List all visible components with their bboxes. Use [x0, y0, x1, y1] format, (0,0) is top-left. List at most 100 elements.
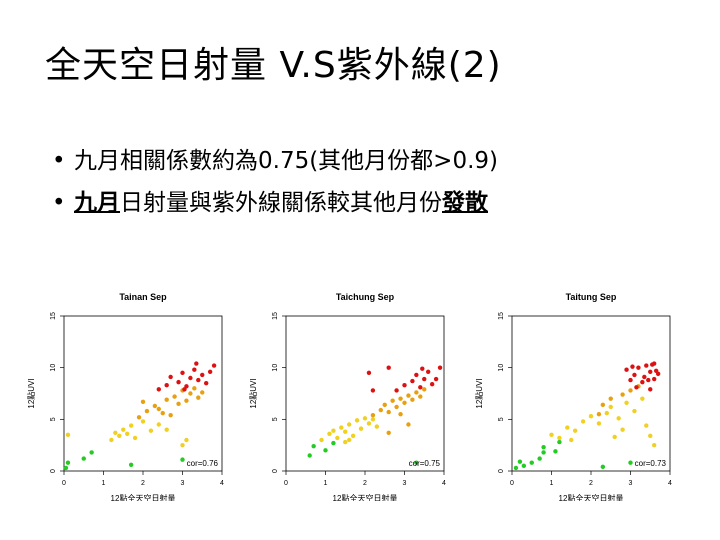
data-point-low [65, 460, 71, 465]
data-point-high [192, 386, 197, 391]
y-tick-label: 0 [50, 469, 57, 473]
data-point-low [537, 456, 542, 461]
correlation-annotation: cor=0.73 [635, 459, 667, 468]
data-point-extreme [426, 369, 431, 374]
data-point-high [402, 400, 407, 405]
data-point-extreme [652, 361, 657, 366]
data-point-extreme [394, 388, 399, 393]
data-point-extreme [164, 383, 169, 388]
data-point-high [422, 387, 427, 392]
x-tick-label: 4 [668, 480, 672, 487]
data-point-extreme [624, 367, 629, 372]
x-tick-label: 1 [102, 480, 106, 487]
scatter-plot-taichung: Taichung Sep 0 1 2 3 4 0 5 10 15 12點全天空日射量 12點UVI co… [244, 286, 456, 505]
scatter-plot-tainan: Tainan Sep 0 1 2 3 4 0 5 10 15 12點全天空日射量 12點UVI cor=… [22, 286, 234, 505]
y-tick-label: 0 [272, 469, 279, 473]
data-point-low [628, 460, 633, 465]
data-point-mid [354, 418, 360, 423]
data-point-mid [644, 423, 649, 428]
x-tick-label: 1 [324, 480, 328, 487]
data-point-extreme [418, 385, 423, 390]
data-point-high [200, 390, 205, 395]
x-tick-label: 4 [220, 480, 224, 487]
data-point-extreme [640, 379, 645, 385]
y-tick-label: 5 [272, 417, 279, 421]
data-point-extreme [630, 364, 635, 369]
data-point-low [128, 462, 134, 467]
y-tick-label: 10 [50, 364, 57, 372]
data-point-extreme [422, 376, 427, 382]
bullet-2-text: 日射量與紫外線關係較其他月份 [120, 190, 442, 216]
bullet-list: • 九月相關係數約為0.75(其他月份都>0.9) • 九月日射量與紫外線關係較其他… [52, 140, 498, 224]
data-point-mid [648, 433, 653, 439]
data-point-high [370, 413, 376, 418]
data-point-extreme [437, 365, 443, 370]
data-point-extreme [402, 383, 407, 388]
data-point-extreme [180, 370, 185, 376]
data-point-mid [335, 435, 340, 441]
bullet-item-2: • 九月日射量與紫外線關係較其他月份發散 [52, 182, 498, 224]
data-point-high [406, 422, 411, 427]
data-point-high [414, 390, 419, 395]
data-point-extreme [176, 379, 181, 385]
data-point-mid [180, 442, 185, 448]
data-point-high [410, 397, 415, 402]
x-tick-label: 2 [589, 480, 593, 487]
data-point-mid [624, 400, 629, 405]
data-point-high [628, 388, 633, 393]
data-point-mid [109, 437, 114, 443]
data-point-extreme [634, 385, 639, 390]
data-point-low [81, 456, 86, 461]
correlation-annotation: cor=0.75 [409, 459, 441, 468]
data-point-mid [350, 433, 356, 439]
data-point-mid [557, 435, 562, 441]
x-tick-label: 4 [442, 480, 446, 487]
data-point-low [521, 463, 527, 469]
bullet-2-underlined-divergent: 發散 [442, 190, 488, 216]
x-tick-label: 2 [363, 480, 367, 487]
data-point-high [156, 406, 161, 412]
data-point-mid [632, 408, 637, 414]
data-point-extreme [200, 372, 205, 378]
y-axis-label: 12點UVI [26, 378, 36, 408]
data-point-high [620, 392, 625, 397]
x-tick-label: 3 [403, 480, 407, 487]
plot-frame [63, 315, 223, 472]
data-point-mid [343, 439, 348, 445]
data-point-low [414, 460, 419, 465]
data-point-mid [620, 427, 625, 432]
data-point-high [382, 402, 387, 408]
data-point-high [196, 395, 201, 400]
data-point-mid [327, 431, 332, 436]
data-point-mid [164, 427, 169, 432]
bullet-1-text: 九月相關係數約為0.75(其他月份都>0.9) [74, 148, 499, 174]
data-point-extreme [370, 388, 376, 393]
x-axis-label: 12點全天空日射量 [333, 493, 398, 501]
y-tick-label: 15 [272, 312, 279, 320]
y-tick-label: 0 [498, 469, 505, 473]
data-point-low [331, 440, 336, 446]
bullet-2-underlined-month: 九月 [74, 190, 120, 216]
data-point-high [378, 407, 383, 413]
data-point-extreme [188, 375, 193, 381]
scatter-plot-taitung: Taitung Sep 0 1 2 3 4 0 5 10 15 12點全天空日射量 12點UVI cor… [470, 286, 682, 505]
data-point-mid [366, 421, 372, 426]
data-point-high [608, 396, 613, 401]
x-tick-label: 3 [181, 480, 185, 487]
data-point-low [557, 439, 562, 445]
data-point-high [168, 413, 173, 418]
data-point-mid [573, 428, 578, 433]
scatter-svg-taichung: Taichung Sep 0 1 2 3 4 0 5 10 15 12點全天空日射量 12點UVI co… [248, 292, 446, 503]
data-point-mid [588, 414, 594, 419]
data-point-mid [148, 428, 154, 433]
data-point-mid [604, 410, 609, 416]
data-point-extreme [420, 366, 425, 371]
x-tick-label: 3 [629, 480, 633, 487]
data-point-extreme [192, 367, 197, 372]
data-point-high [398, 396, 403, 401]
data-point-mid [156, 422, 161, 427]
data-point-mid [370, 417, 376, 422]
bullet-dot-icon: • [52, 190, 66, 216]
data-point-high [152, 403, 158, 409]
data-point-high [140, 399, 146, 404]
